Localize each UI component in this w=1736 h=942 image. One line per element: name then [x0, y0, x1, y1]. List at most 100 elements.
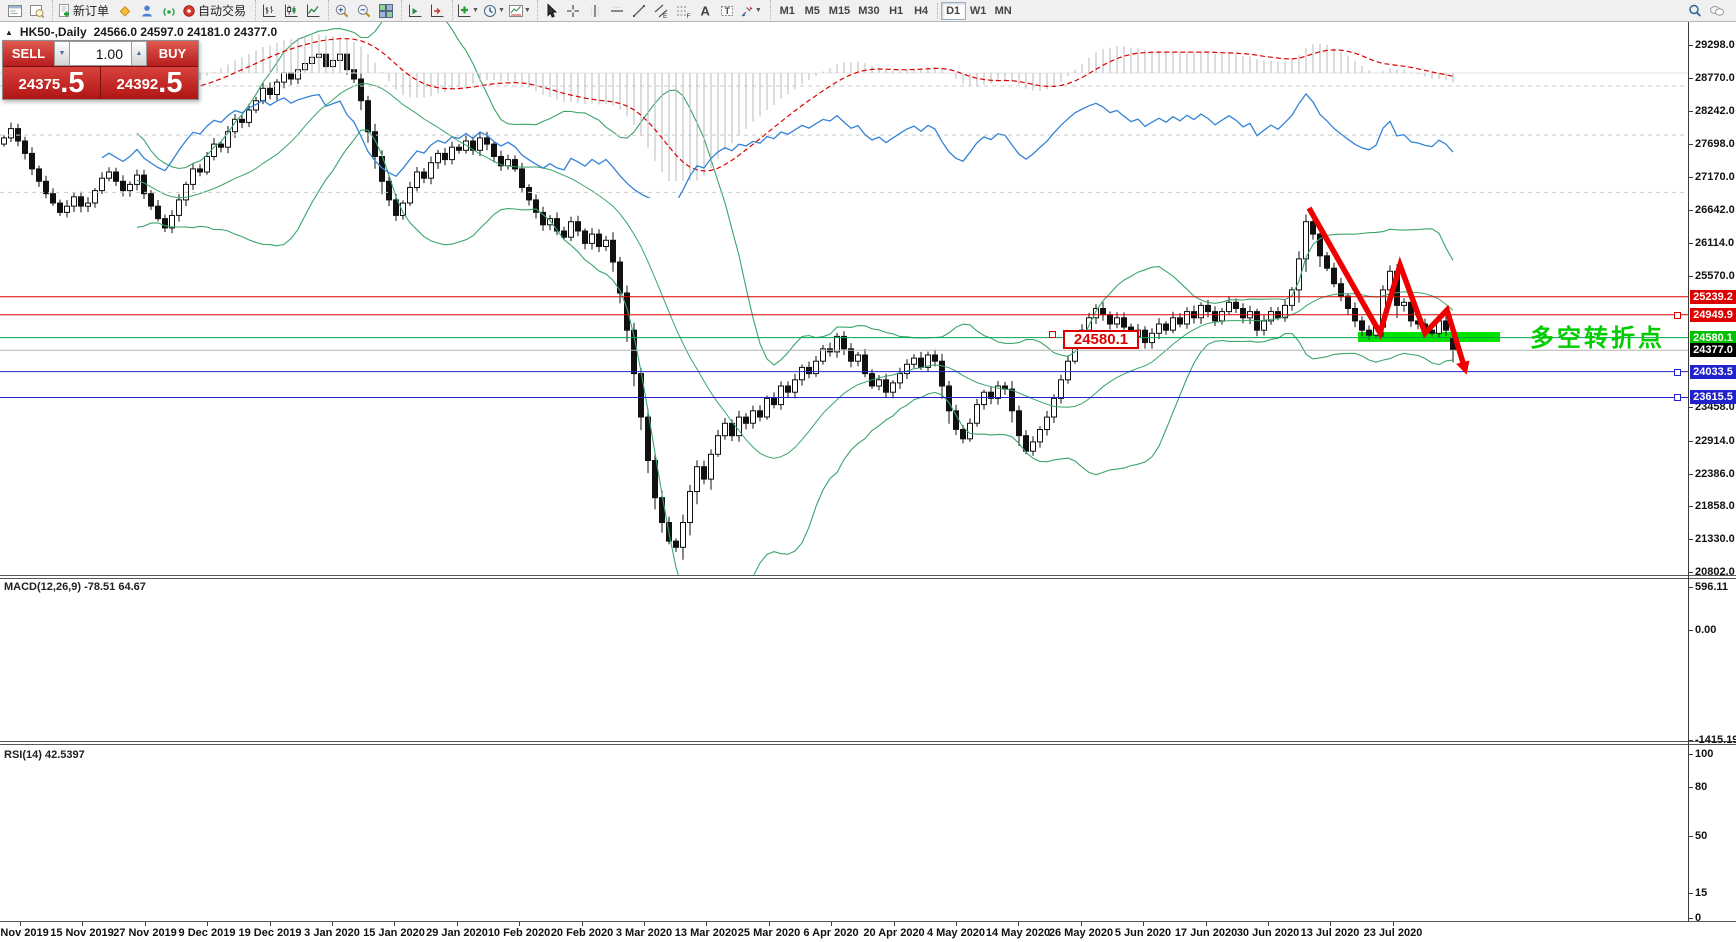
- price-tick: [1689, 441, 1693, 442]
- zoom-in-button[interactable]: [331, 1, 353, 21]
- timeframe-d1-button[interactable]: D1: [940, 1, 966, 20]
- community-button[interactable]: [136, 1, 158, 21]
- volume-increase-button[interactable]: ▲: [131, 41, 147, 66]
- price-axis[interactable]: 29298.0 28770.0 28242.0 27698.0 27170.0 26642…: [1688, 22, 1736, 924]
- time-tick: [582, 922, 583, 926]
- chart-shift-button[interactable]: [426, 1, 448, 21]
- time-tick: [82, 922, 83, 926]
- macd-value: -78.51: [84, 581, 116, 593]
- buy-button[interactable]: BUY: [147, 41, 198, 66]
- buy-price[interactable]: 24392.5: [101, 67, 198, 99]
- text-label-button[interactable]: T: [716, 1, 738, 21]
- chart-title: HK50-,Daily: [19, 25, 87, 39]
- time-tick: [457, 922, 458, 926]
- time-axis-label: 15 Nov 2019: [50, 927, 114, 939]
- rsi-axis-label: 15: [1695, 887, 1708, 899]
- line-handle[interactable]: [1674, 312, 1681, 319]
- profiles-icon: [29, 3, 45, 19]
- signals-button[interactable]: [158, 1, 180, 21]
- profiles-button[interactable]: [26, 1, 48, 21]
- rsi-panel-canvas[interactable]: [0, 22, 1688, 198]
- time-axis-label: 3 Mar 2020: [615, 927, 673, 939]
- chart-window-button[interactable]: [4, 1, 26, 21]
- rsi-indicator-label: RSI(14) 42.5397: [4, 749, 85, 761]
- sell-button[interactable]: SELL: [3, 41, 54, 66]
- price-tick-label: 27698.0: [1695, 138, 1735, 150]
- price-tick: [1689, 177, 1693, 178]
- fibonacci-button[interactable]: F: [672, 1, 694, 21]
- metaeditor-button[interactable]: [114, 1, 136, 21]
- tile-windows-button[interactable]: [375, 1, 397, 21]
- price-tick: [1689, 506, 1693, 507]
- line-handle[interactable]: [1674, 369, 1681, 376]
- arrows-icon: [739, 3, 755, 19]
- channel-button[interactable]: E: [650, 1, 672, 21]
- price-tick: [1689, 210, 1693, 211]
- indicators-button[interactable]: ▼: [455, 1, 481, 21]
- rsi-axis-label: 0: [1695, 912, 1702, 924]
- crosshair-icon: [565, 3, 581, 19]
- bars-chart-icon: [261, 3, 277, 19]
- timeframe-m15-button[interactable]: M15: [828, 4, 851, 17]
- vertical-line-button[interactable]: [584, 1, 606, 21]
- time-tick: [1330, 922, 1331, 926]
- periods-icon: [482, 3, 498, 19]
- horizontal-line-button[interactable]: [606, 1, 628, 21]
- price-tick: [1689, 243, 1693, 244]
- crosshair-button[interactable]: [562, 1, 584, 21]
- dropdown-caret-icon[interactable]: ▼: [497, 7, 505, 14]
- rsi-panel-separator[interactable]: [0, 741, 1736, 745]
- collapse-icon[interactable]: ▲: [5, 27, 13, 37]
- timeframe-m1-button[interactable]: M1: [779, 4, 795, 17]
- arrows-button[interactable]: ▼: [738, 1, 764, 21]
- cursor-button[interactable]: [540, 1, 562, 21]
- cn-annotation-text[interactable]: 多空转折点: [1530, 325, 1665, 352]
- templates-button[interactable]: ▼: [507, 1, 533, 21]
- macd-panel-separator[interactable]: [0, 575, 1736, 579]
- dropdown-caret-icon[interactable]: ▼: [754, 7, 762, 14]
- dropdown-caret-icon[interactable]: ▼: [523, 7, 531, 14]
- timeframe-m5-button[interactable]: M5: [804, 4, 820, 17]
- zoom-out-button[interactable]: [353, 1, 375, 21]
- trendline-button[interactable]: [628, 1, 650, 21]
- new-order-button[interactable]: 新订单: [55, 1, 114, 21]
- price-tick: [1689, 407, 1693, 408]
- volume-decrease-button[interactable]: ▼: [54, 41, 70, 66]
- timeframe-mn-button[interactable]: MN: [994, 4, 1012, 17]
- price-tick-label: 28242.0: [1695, 105, 1735, 117]
- line-chart-button[interactable]: [302, 1, 324, 21]
- time-axis-label: 13 Jul 2020: [1300, 927, 1360, 939]
- svg-text:T: T: [724, 6, 730, 16]
- chat-button[interactable]: [1706, 1, 1728, 21]
- auto-scroll-button[interactable]: [404, 1, 426, 21]
- volume-input[interactable]: 1.00: [70, 41, 131, 66]
- templates-icon: [508, 3, 524, 19]
- chart-window[interactable]: ▲ HK50-,Daily 24566.0 24597.0 24181.0 24…: [0, 22, 1736, 942]
- annotation-handle[interactable]: [1049, 331, 1056, 338]
- candles-chart-button[interactable]: [280, 1, 302, 21]
- sell-price[interactable]: 24375.5: [3, 67, 100, 99]
- timeframe-w1-button[interactable]: W1: [969, 4, 987, 17]
- time-axis-label: 26 May 2020: [1048, 927, 1114, 939]
- dropdown-caret-icon[interactable]: ▼: [472, 7, 479, 14]
- time-axis-label: 9 Dec 2019: [178, 927, 236, 939]
- text-label-icon: T: [719, 3, 735, 19]
- autotrading-button[interactable]: 自动交易: [180, 1, 251, 21]
- search-button[interactable]: [1684, 1, 1706, 21]
- timeframe-h1-button[interactable]: H1: [889, 4, 904, 17]
- timeframe-h4-button[interactable]: H4: [914, 4, 929, 17]
- price-tick: [1689, 111, 1693, 112]
- price-annotation-label[interactable]: 24580.1: [1063, 330, 1139, 349]
- text-button[interactable]: A: [694, 1, 716, 21]
- indicators-icon: [456, 3, 472, 19]
- bars-chart-button[interactable]: [258, 1, 280, 21]
- timeframe-m30-button[interactable]: M30: [858, 4, 880, 17]
- search-icon: [1687, 3, 1703, 19]
- macd-indicator-label: MACD(12,26,9) -78.51 64.67: [4, 581, 146, 593]
- line-handle[interactable]: [1674, 394, 1681, 401]
- periods-button[interactable]: ▼: [481, 1, 507, 21]
- autotrading-label: 自动交易: [198, 4, 247, 18]
- rsi-axis-label: 80: [1695, 781, 1708, 793]
- new-order-label: 新订单: [73, 4, 110, 18]
